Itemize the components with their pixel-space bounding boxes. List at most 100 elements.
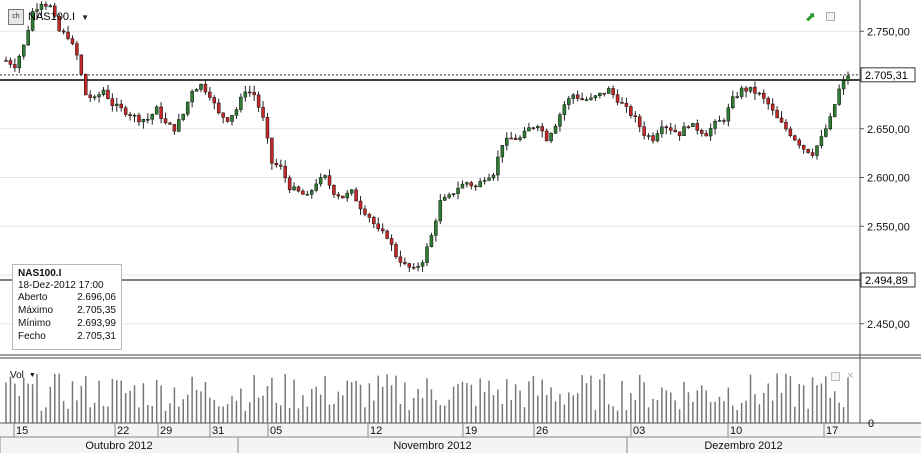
- candle-down: [172, 124, 177, 132]
- candle-up: [708, 128, 713, 137]
- price-tick-label: 2.750,00: [867, 26, 910, 38]
- candle-down: [354, 189, 358, 202]
- candle-up: [682, 126, 686, 137]
- price-tick-label: 2.450,00: [867, 319, 910, 331]
- candle-up: [465, 182, 469, 185]
- axis-labels: 2.750,00 2.650,00 2.600,00 2.550,00 2.450,00…: [16, 26, 916, 452]
- instrument-symbol[interactable]: NAS100.I: [28, 11, 76, 23]
- candle-up: [606, 88, 611, 94]
- candle-up: [314, 183, 318, 191]
- candle-up: [660, 126, 664, 134]
- candle-down: [810, 152, 815, 156]
- candle-up: [230, 115, 234, 122]
- candle-down: [332, 185, 336, 195]
- candle-down: [509, 137, 513, 140]
- candle-up: [731, 96, 735, 108]
- candle-down: [372, 217, 376, 225]
- close-icon[interactable]: ✕: [846, 370, 855, 382]
- candle-down: [225, 117, 230, 122]
- candle-down: [84, 73, 88, 96]
- candle-up: [589, 97, 593, 100]
- candle-up: [739, 87, 744, 97]
- candle-up: [757, 92, 762, 95]
- candle-up: [562, 104, 567, 115]
- candle-up: [92, 96, 97, 99]
- candle-down: [540, 126, 544, 132]
- candle-up: [416, 265, 420, 268]
- candle-down: [203, 83, 208, 93]
- candle-up: [349, 189, 354, 194]
- candle-down: [806, 148, 810, 153]
- day-label: 17: [826, 425, 838, 437]
- candle-down: [766, 98, 770, 105]
- candle-down: [216, 102, 221, 114]
- candle-down: [473, 185, 478, 188]
- candle-down: [580, 98, 584, 100]
- candle-up: [691, 123, 695, 127]
- candle-down: [358, 200, 363, 210]
- price-tick-label: 2.550,00: [867, 221, 910, 233]
- candle-down: [88, 94, 92, 98]
- candle-up: [646, 135, 651, 137]
- candle-up: [39, 3, 44, 10]
- candle-down: [327, 175, 332, 186]
- candle-up: [199, 83, 203, 90]
- candle-down: [363, 208, 367, 215]
- candle-up: [518, 137, 522, 140]
- info-value: 2.696,06: [77, 292, 116, 303]
- candle-down: [341, 195, 345, 199]
- month-label: Novembro 2012: [393, 440, 471, 452]
- candle-down: [296, 186, 301, 192]
- triangle-down-icon[interactable]: ▼: [28, 372, 36, 379]
- maximize-square-icon[interactable]: [825, 12, 835, 21]
- candle-up: [451, 193, 456, 195]
- horizontal-lines: [0, 74, 860, 281]
- info-label: Mínimo: [18, 318, 51, 329]
- green-trend-arrow-icon[interactable]: ⬈: [805, 9, 816, 24]
- candle-up: [460, 183, 465, 189]
- support-price-label-box: [860, 272, 916, 288]
- candle-up: [735, 96, 739, 98]
- info-label: Aberto: [18, 292, 48, 303]
- volume-header[interactable]: Vol ▼: [10, 370, 36, 381]
- candle-up: [837, 88, 841, 105]
- candle-up: [30, 11, 35, 31]
- volume-label[interactable]: Vol: [10, 370, 24, 381]
- candle-down: [753, 86, 757, 94]
- candle-down: [411, 266, 416, 269]
- price-tick-label: 2.650,00: [867, 124, 910, 136]
- candle-up: [713, 120, 717, 129]
- candle-down: [380, 228, 385, 232]
- candle-up: [536, 126, 540, 129]
- chart-icon: ch: [8, 9, 24, 25]
- candle-up: [323, 175, 327, 178]
- candle-down: [389, 238, 394, 245]
- candle-down: [287, 177, 292, 191]
- triangle-down-icon[interactable]: ▼: [81, 12, 90, 22]
- candle-down: [686, 126, 691, 128]
- candle-down: [79, 54, 84, 75]
- volume-zero-label: 0: [868, 418, 874, 430]
- day-label: 10: [730, 425, 742, 437]
- instrument-header[interactable]: ch NAS100.I ▼: [8, 8, 89, 26]
- candle-up: [748, 86, 753, 92]
- last-price-label-box: [860, 67, 916, 83]
- candle-up: [500, 145, 505, 158]
- candle-up: [194, 89, 199, 92]
- candle-down: [394, 244, 398, 258]
- candle-down: [163, 118, 168, 124]
- candle-down: [274, 162, 279, 166]
- maximize-square-icon[interactable]: [831, 372, 840, 381]
- candle-up: [305, 194, 310, 196]
- candle-down: [513, 137, 518, 140]
- candle-up: [21, 44, 26, 57]
- candle-up: [146, 119, 150, 121]
- candle-up: [832, 104, 837, 117]
- candle-down: [44, 3, 48, 7]
- candle-down: [252, 91, 256, 96]
- candle-down: [66, 31, 70, 39]
- candle-down: [256, 94, 261, 108]
- candle-up: [717, 120, 722, 122]
- candle-down: [677, 131, 682, 137]
- day-label: 03: [633, 425, 645, 437]
